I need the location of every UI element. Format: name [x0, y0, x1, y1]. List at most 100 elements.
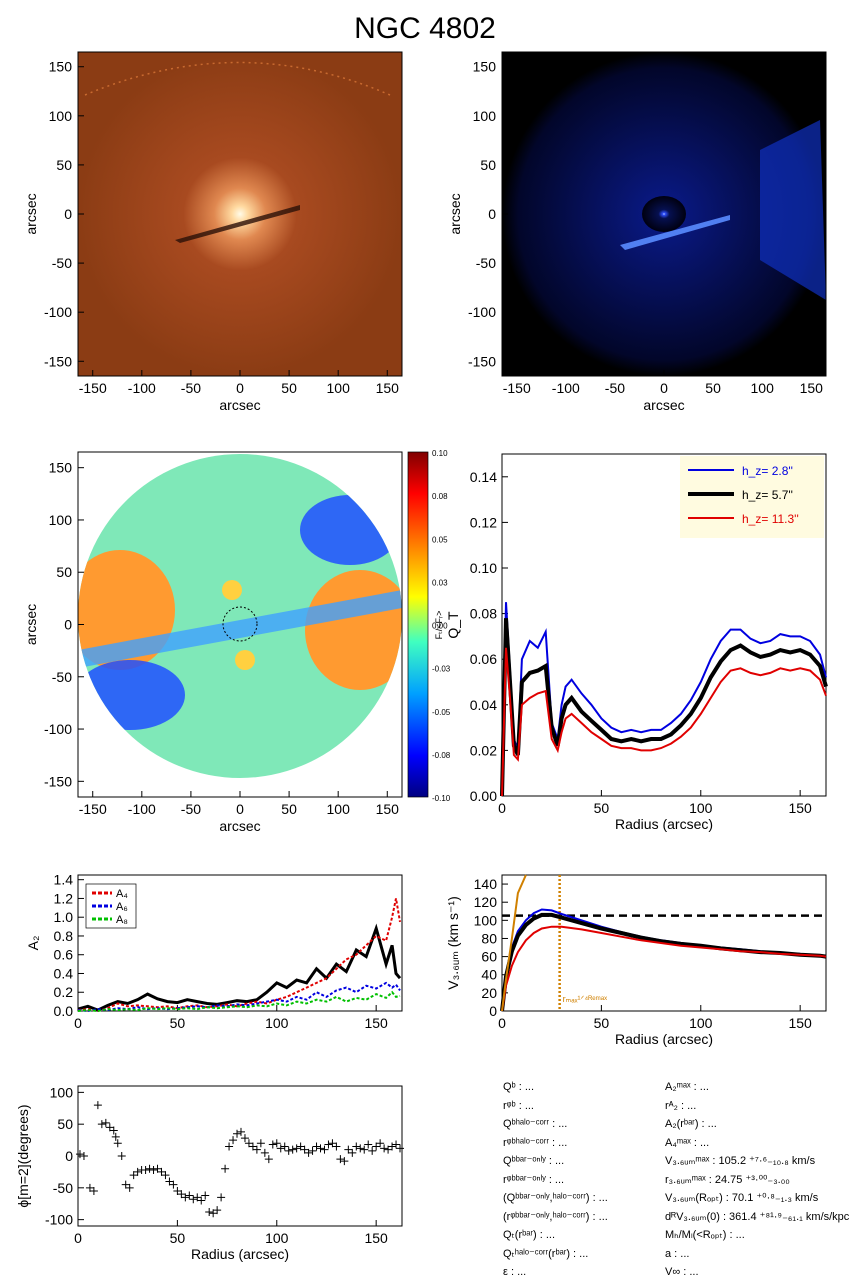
data-point [248, 1142, 257, 1151]
parameter-line: dᴿV₃.₆ᵤₘ(0) : 361.4 ⁺⁸¹·⁹₋₆₁.₁ km/s/kpc [665, 1210, 850, 1223]
parameter-line: A₂(rᵇᵃʳ) : ... [665, 1118, 717, 1130]
y-tick-label: 120 [474, 894, 498, 910]
colorbar-tick-label: -0.03 [432, 665, 451, 674]
colorbar-tick-label: -0.08 [432, 751, 451, 760]
x-tick-label: 100 [689, 1015, 713, 1031]
x-tick-label: 100 [265, 1015, 289, 1031]
qt-chart: 0 50 100 150 0.00 0.02 0.04 0.06 0.08 0.10 0.12 0.1… [445, 453, 828, 832]
x-axis-label: Radius (arcsec) [615, 816, 713, 832]
colorbar [407, 451, 429, 798]
data-point [101, 1118, 110, 1127]
data-point [388, 1142, 397, 1151]
parameter-line: Qₜ(rᵇᵃʳ) : ... [503, 1229, 556, 1241]
x-tick-label: 100 [265, 1230, 289, 1246]
x-axis-label: arcsec [219, 397, 260, 413]
data-point [364, 1140, 373, 1149]
data-point [185, 1191, 194, 1200]
y-tick-label: 0 [64, 206, 72, 222]
series-line [501, 925, 827, 1012]
data-point [356, 1144, 365, 1153]
data-point [221, 1164, 230, 1173]
data-point [296, 1142, 305, 1151]
y-tick-label: 140 [474, 876, 498, 892]
x-tick-label: 0 [74, 1015, 82, 1031]
y-tick-label: 0 [489, 1003, 497, 1019]
x-tick-label: 0 [498, 1015, 506, 1031]
series-line [500, 912, 827, 1012]
y-tick-label: 150 [49, 59, 73, 75]
x-tick-label: 100 [327, 801, 351, 817]
data-point [340, 1157, 349, 1166]
parameter-line: rᴬ₂ : ... [665, 1099, 697, 1112]
data-point [280, 1142, 289, 1151]
y-tick-label: 0.02 [470, 742, 497, 758]
data-point [97, 1120, 106, 1129]
y-tick-label: 40 [481, 967, 497, 983]
parameter-line: Qᵇ : ... [503, 1081, 535, 1093]
data-point [169, 1180, 178, 1189]
force-map-panel: -150 -100 -50 0 50 100 150 150 100 50 0 -50 -100 -150… [23, 449, 451, 834]
y-tick-label: -150 [44, 773, 72, 789]
data-point [392, 1140, 401, 1149]
data-point [111, 1132, 120, 1141]
parameter-line: a : ... [665, 1247, 690, 1260]
y-tick-label: 0.14 [470, 469, 497, 485]
y-tick-label: 100 [49, 108, 73, 124]
data-point [165, 1177, 174, 1186]
x-tick-label: -100 [128, 801, 156, 817]
y-tick-label: 0.8 [54, 928, 74, 944]
data-point [125, 1183, 134, 1192]
orange-image-panel: -150 -100 -50 0 50 100 150 150 100 50 0 -50 -100 -150… [23, 51, 403, 413]
y-tick-label: -100 [44, 304, 72, 320]
data-point [264, 1155, 273, 1164]
y-tick-label: 100 [474, 912, 498, 928]
data-point [177, 1190, 186, 1199]
params-right-column: A₂ᵐᵃˣ : ... rᴬ₂ : ... A₂(rᵇᵃʳ) : ... A₄ᵐᵃˣ … [665, 1078, 849, 1282]
y-tick-label: -50 [53, 1180, 73, 1196]
data-point [75, 1150, 84, 1159]
y-tick-label: 1.0 [54, 909, 74, 925]
x-tick-label: 50 [594, 1015, 610, 1031]
x-tick-label: 150 [788, 1015, 812, 1031]
y-tick-label: 0 [488, 206, 496, 222]
y-axis-label: A₂ [25, 936, 41, 951]
data-point [79, 1152, 88, 1160]
y-axis-label: arcsec [447, 193, 463, 234]
colorbar-tick-label: -0.05 [432, 708, 451, 717]
parameter-line: A₄ᵐᵃˣ : ... [665, 1136, 710, 1149]
y-tick-label: 0.10 [470, 560, 497, 576]
data-point [244, 1139, 253, 1148]
data-point [344, 1145, 353, 1154]
x-tick-label: 150 [800, 380, 824, 396]
x-tick-label: -150 [79, 380, 107, 396]
y-tick-label: -50 [52, 669, 72, 685]
x-tick-label: 50 [281, 801, 297, 817]
y-tick-label: 150 [473, 59, 497, 75]
legend-label: h_z= 2.8'' [742, 464, 793, 478]
data-point [396, 1144, 405, 1153]
axes-frame [77, 874, 403, 1012]
a2-chart: 0 50 100 150 0.0 0.2 0.4 0.6 0.8 1.0 1.2 1.4 A₂ A₄A₆A… [25, 872, 403, 1031]
y-tick-label: 0 [64, 617, 72, 633]
colorbar-tick-label: 0.10 [432, 449, 448, 458]
y-tick-label: 50 [57, 1116, 73, 1132]
axes-frame [501, 874, 827, 1012]
data-point [256, 1139, 265, 1148]
data-point [312, 1142, 321, 1151]
force-map-ring [222, 606, 258, 642]
x-tick-label: 50 [170, 1015, 186, 1031]
y-tick-label: 150 [49, 460, 73, 476]
y-tick-label: 1.4 [54, 872, 74, 888]
data-point [225, 1142, 234, 1151]
data-point [324, 1140, 333, 1149]
data-point [197, 1196, 206, 1205]
rmax-label: rₘₐₓ¹ᐟ⁴ᴿᵉᵐᵃˣ [563, 994, 607, 1004]
data-point [141, 1166, 150, 1174]
data-point [380, 1144, 389, 1153]
orange-image [78, 52, 402, 376]
series-line [77, 990, 401, 1013]
parameter-line: rᵠᵇʰᵃˡᵒ⁻ᶜᵒʳʳ : ... [503, 1136, 568, 1149]
data-point [173, 1187, 182, 1195]
x-tick-label: 150 [364, 1015, 388, 1031]
